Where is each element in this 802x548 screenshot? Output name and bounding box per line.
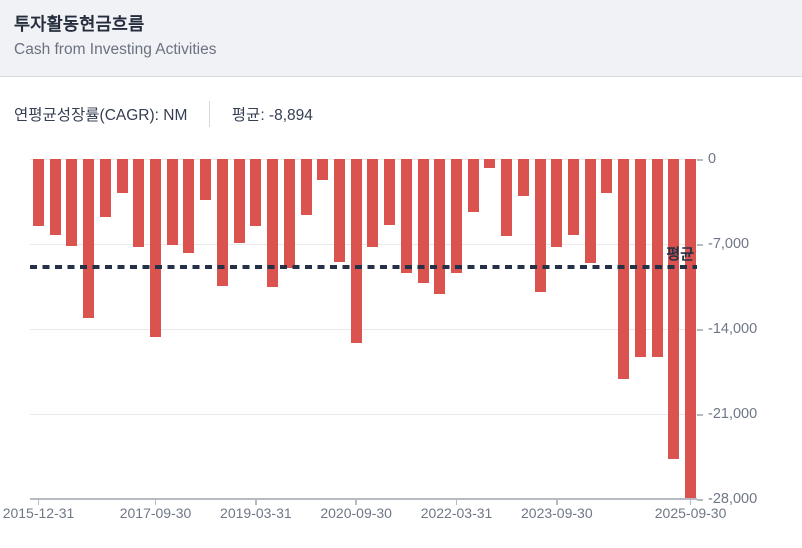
bar[interactable] — [200, 159, 212, 200]
bar[interactable] — [133, 159, 145, 247]
bar[interactable] — [634, 159, 646, 357]
bar[interactable] — [333, 159, 345, 262]
bar[interactable] — [367, 159, 379, 247]
x-axis-tick — [355, 499, 357, 505]
x-axis-label: 2022-03-31 — [420, 505, 493, 521]
page-subtitle: Cash from Investing Activities — [14, 41, 217, 58]
bar[interactable] — [584, 159, 596, 263]
average-stat: 평균: -8,894 — [231, 107, 313, 124]
bar[interactable] — [317, 159, 329, 180]
x-axis-label: 2019-03-31 — [220, 505, 292, 521]
bar[interactable] — [116, 159, 128, 193]
cagr-stat: 연평균성장률(CAGR): NM — [14, 107, 188, 124]
bar[interactable] — [216, 159, 228, 286]
bar[interactable] — [417, 159, 429, 283]
bar[interactable] — [384, 159, 396, 225]
x-axis-tick — [455, 499, 458, 505]
x-axis-label: 2020-09-30 — [320, 505, 392, 521]
bar[interactable] — [568, 159, 580, 235]
y-axis-tick — [697, 499, 703, 501]
x-axis-label: 2023-09-30 — [521, 505, 593, 521]
bar[interactable] — [66, 159, 78, 246]
bar[interactable] — [517, 159, 529, 196]
bar[interactable] — [651, 159, 663, 357]
x-axis-tick — [255, 499, 257, 505]
bar[interactable] — [484, 159, 496, 168]
stats-row: 연평균성장률(CAGR): NM 평균: -8,894 — [14, 101, 313, 127]
x-axis-label: 2015-12-31 — [2, 505, 75, 521]
y-axis-tick — [697, 244, 703, 246]
bar[interactable] — [400, 159, 412, 273]
gridline — [30, 329, 697, 330]
x-axis-tick — [689, 499, 692, 505]
bar[interactable] — [99, 159, 111, 217]
x-axis-tick — [154, 499, 157, 505]
bar[interactable] — [350, 159, 362, 343]
bar[interactable] — [467, 159, 479, 212]
bar[interactable] — [451, 159, 462, 273]
y-axis-label: -7,000 — [708, 236, 750, 252]
bar[interactable] — [49, 159, 61, 235]
y-axis-tick — [697, 159, 703, 161]
x-axis-label: 2017-09-30 — [119, 505, 192, 521]
y-axis-label: -28,000 — [708, 491, 758, 507]
bar[interactable] — [685, 159, 697, 498]
bar[interactable] — [233, 159, 245, 243]
bar[interactable] — [183, 159, 195, 253]
bar[interactable] — [166, 159, 178, 245]
y-axis-label: -21,000 — [708, 406, 758, 422]
bar[interactable] — [250, 159, 262, 226]
gridline — [30, 498, 697, 500]
y-axis-label: 0 — [708, 151, 717, 167]
gridline — [30, 159, 697, 160]
bar[interactable] — [434, 159, 446, 294]
bar[interactable] — [551, 159, 563, 247]
x-axis-tick — [37, 499, 40, 505]
bar[interactable] — [618, 159, 630, 379]
x-axis-tick — [556, 499, 558, 505]
average-line-label: 평균 — [666, 246, 694, 263]
plot-area: 평균 — [30, 159, 697, 500]
bar[interactable] — [267, 159, 279, 287]
bar[interactable] — [83, 159, 95, 318]
bar[interactable] — [534, 159, 546, 292]
gridline — [30, 244, 697, 245]
bar[interactable] — [601, 159, 613, 193]
average-line — [30, 265, 697, 269]
y-axis-tick — [697, 414, 703, 416]
y-axis-tick — [697, 329, 703, 331]
bar[interactable] — [150, 159, 162, 337]
bar[interactable] — [300, 159, 312, 215]
bar[interactable] — [501, 159, 513, 236]
y-axis-label: -14,000 — [708, 321, 758, 337]
card-header: 투자활동현금흐름 Cash from Investing Activities — [0, 0, 802, 77]
bar[interactable] — [283, 159, 295, 268]
bar[interactable] — [668, 159, 680, 459]
x-axis-label: 2025-09-30 — [654, 505, 727, 521]
gridline — [30, 414, 697, 415]
bar[interactable] — [33, 159, 44, 226]
stat-divider — [208, 101, 211, 127]
page-title: 투자활동현금흐름 — [14, 14, 145, 34]
